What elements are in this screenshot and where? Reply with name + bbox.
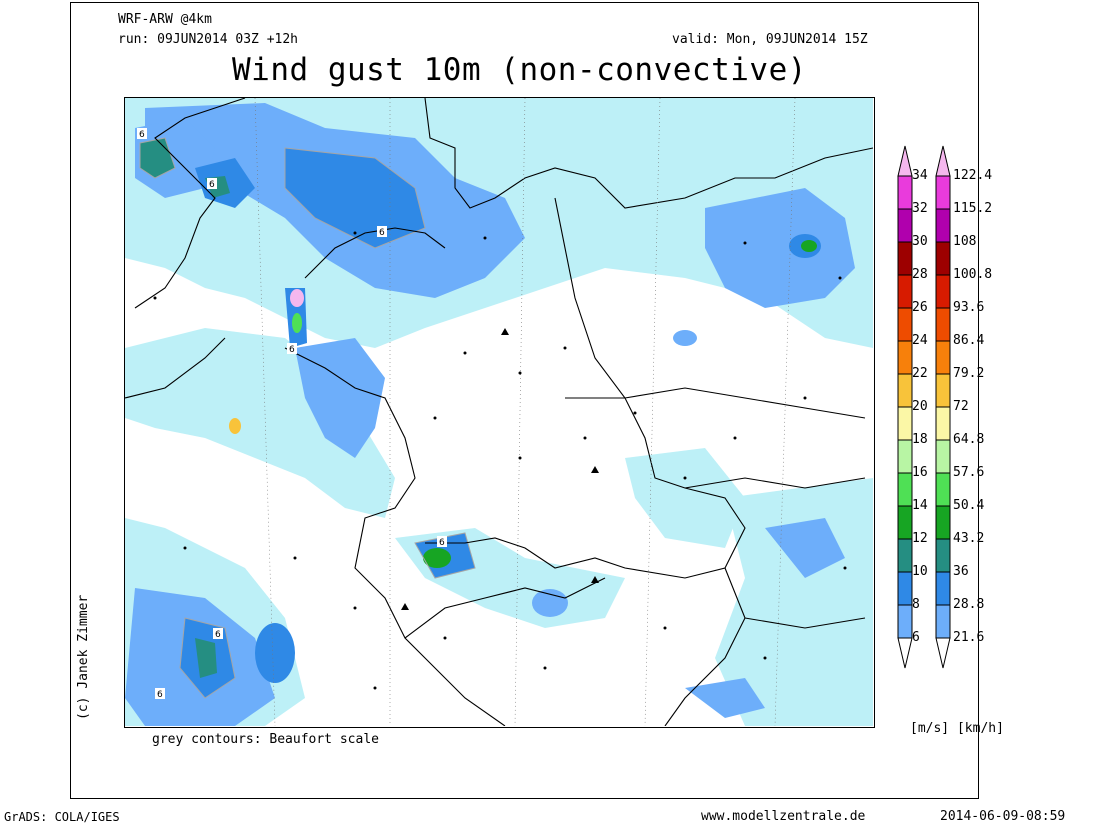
colorbar-segment [935,571,951,606]
colorbar-kmh-label: 86.4 [953,333,985,348]
colorbar-ms-label: 10 [912,564,928,579]
colorbar-segment [935,373,951,408]
map-canvas: 6 6 6 6 6 6 6 [125,98,874,727]
colorbar-kmh-label: 93.6 [953,300,985,315]
colorbar-top-triangle [897,145,913,177]
contour-label: 6 [157,690,163,700]
graticule [254,98,796,727]
contour-label: 6 [439,538,445,548]
colorbar-segment [897,439,913,474]
colorbar-ms-label: 12 [912,531,928,546]
timestamp-label: 2014-06-09-08:59 [940,809,1066,824]
colorbar-ms-label: 16 [912,465,928,480]
colorbar-segment [935,439,951,474]
contour-label-group: 6 6 6 6 6 6 6 [137,128,447,700]
colorbar-top-triangle [935,145,951,177]
colorbar-ms-label: 28 [912,267,928,282]
colorbar-segment [935,538,951,573]
colorbar-ms-label: 26 [912,300,928,315]
colorbar-kmh-label: 21.6 [953,630,985,645]
colorbar-segment [897,406,913,441]
colorbar-ms-label: 24 [912,333,928,348]
colorbar-ms-label: 34 [912,168,928,183]
colorbar-ms-label: 14 [912,498,928,513]
colorbar-kmh [935,145,951,669]
colorbar-ms-label: 30 [912,234,928,249]
wind-gust-map: 6 6 6 6 6 6 6 [124,97,875,728]
colorbar-kmh-label: 108 [953,234,977,249]
colorbar-ms-label: 18 [912,432,928,447]
colorbar-ms [897,145,913,669]
city-markers [153,231,847,690]
colorbar-segment [935,604,951,639]
wind-shading [125,98,873,726]
colorbar-ms-label: 22 [912,366,928,381]
colorbar-segment [897,472,913,507]
colorbar-kmh-label: 115.2 [953,201,993,216]
colorbar-segment [897,538,913,573]
colorbar-segment [897,505,913,540]
run-label: run: 09JUN2014 03Z +12h [118,32,299,47]
colorbar-kmh-label: 43.2 [953,531,985,546]
contour-label: 6 [139,130,145,140]
colorbar [897,145,951,669]
colorbar-segment [935,307,951,342]
colorbar-segment [935,472,951,507]
plot-frame [70,2,979,799]
colorbar-ms-label: 6 [912,630,920,645]
colorbar-segment [897,241,913,276]
colorbar-kmh-label: 79.2 [953,366,985,381]
colorbar-kmh-label: 100.8 [953,267,993,282]
colorbar-ms-label: 32 [912,201,928,216]
model-label: WRF-ARW @4km [118,12,212,27]
colorbar-segment [897,340,913,375]
colorbar-segment [935,505,951,540]
credit-label: (c) Janek Zimmer [76,594,91,720]
contour-label: 6 [209,180,215,190]
contour-label: 6 [215,630,221,640]
colorbar-segment [935,340,951,375]
colorbar-segment [897,175,913,210]
colorbar-segment [935,241,951,276]
contour-label: 6 [289,345,295,355]
colorbar-kmh-label: 36 [953,564,969,579]
colorbar-segment [935,406,951,441]
colorbar-kmh-label: 50.4 [953,498,985,513]
colorbar-ms-label: 20 [912,399,928,414]
contour-label: 6 [379,228,385,238]
colorbar-segment [897,373,913,408]
contour-note: grey contours: Beaufort scale [152,732,379,747]
colorbar-kmh-label: 122.4 [953,168,993,183]
colorbar-kmh-label: 57.6 [953,465,985,480]
grads-label: GrADS: COLA/IGES [4,810,120,824]
colorbar-kmh-label: 64.8 [953,432,985,447]
colorbar-bottom-triangle [897,637,913,669]
colorbar-segment [935,274,951,309]
colorbar-ms-label: 8 [912,597,920,612]
map-title: Wind gust 10m (non-convective) [232,52,807,88]
colorbar-segment [935,175,951,210]
colorbar-segment [897,571,913,606]
colorbar-bottom-triangle [935,637,951,669]
units-label: [m/s] [km/h] [910,721,1004,736]
site-url: www.modellzentrale.de [701,809,866,824]
colorbar-segment [897,604,913,639]
valid-label: valid: Mon, 09JUN2014 15Z [672,32,868,47]
colorbar-kmh-label: 72 [953,399,969,414]
colorbar-kmh-label: 28.8 [953,597,985,612]
colorbar-segment [935,208,951,243]
colorbar-segment [897,274,913,309]
colorbar-segment [897,208,913,243]
beaufort-contours [139,137,476,699]
colorbar-segment [897,307,913,342]
